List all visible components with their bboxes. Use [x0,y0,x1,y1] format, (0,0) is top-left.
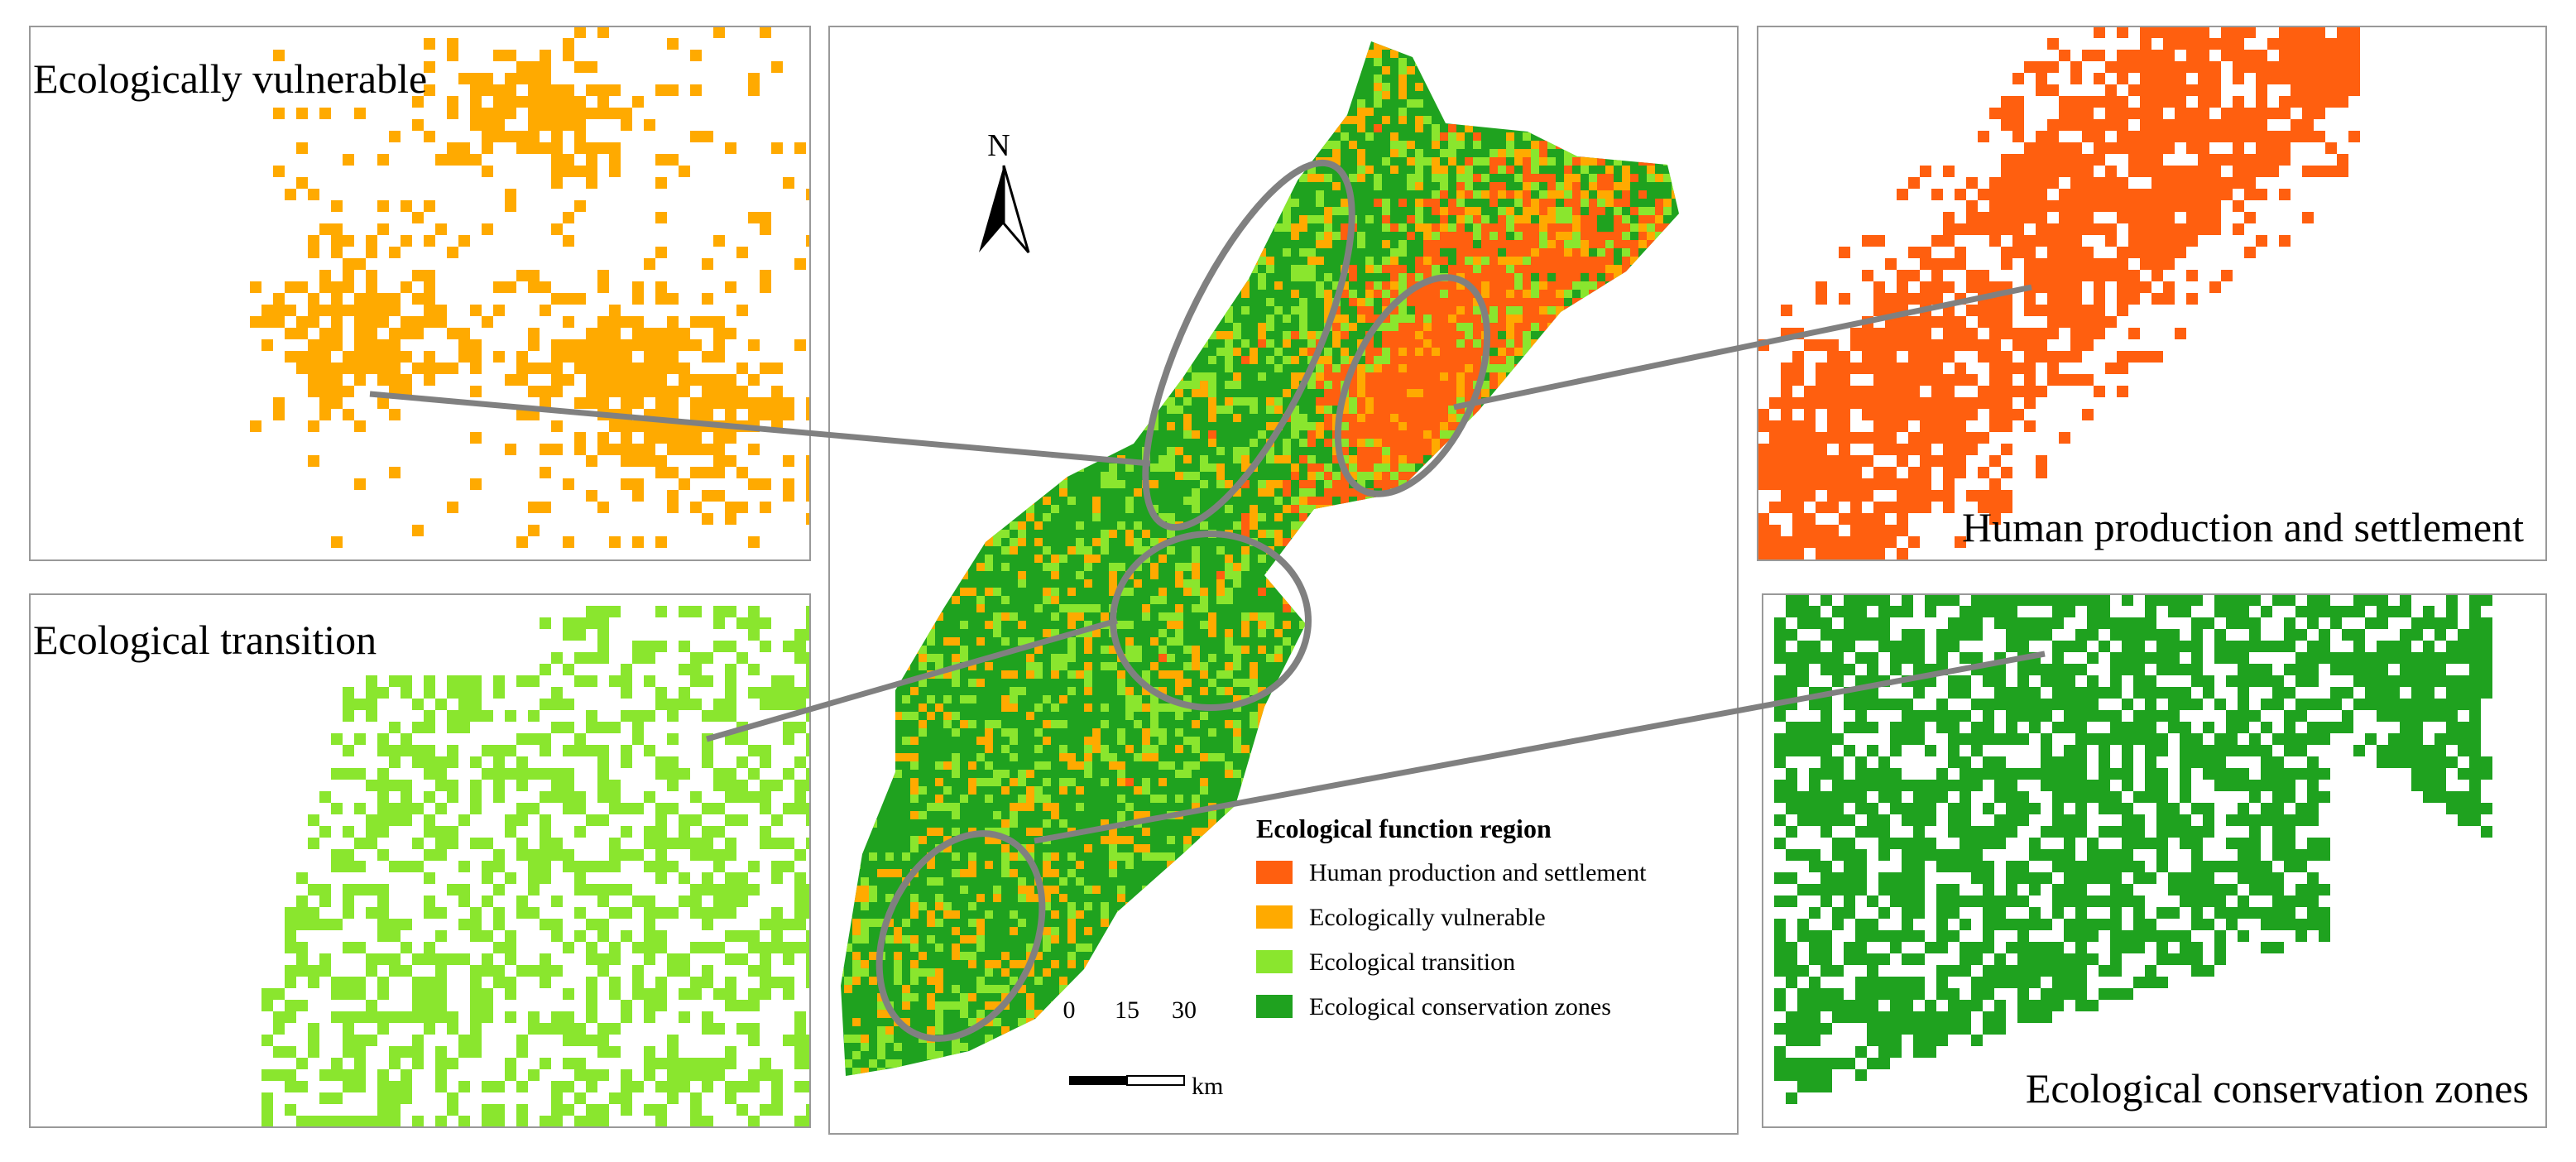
scale-unit: km [1192,1073,1223,1100]
highlight-ellipses [875,159,1491,1042]
panel-label: Ecological conservation zones [2026,1065,2529,1112]
north-arrow [979,165,1030,253]
legend-swatch [1256,905,1293,929]
leader-line [369,391,1151,467]
legend-label: Ecological conservation zones [1309,993,1611,1020]
legend-swatch [1256,950,1293,973]
leader-line [706,617,1118,742]
pixel-pattern [1758,26,2360,560]
leader-lines [369,284,2046,844]
panel-frame [1762,593,2547,1128]
ellipse [1334,274,1491,497]
panel-frame [29,26,811,561]
panel-frame [29,593,811,1128]
scale-tick: 0 [1063,996,1076,1024]
scale-tick: 30 [1172,996,1197,1024]
pixel-pattern [250,26,810,560]
ellipse [1142,159,1355,531]
ellipse [875,830,1046,1042]
scale-tick: 15 [1115,996,1139,1024]
legend-label: Ecologically vulnerable [1309,904,1546,931]
legend-label: Ecological transition [1309,948,1515,976]
legend-swatch [1256,995,1293,1018]
leader-line [1034,651,2046,844]
legend-title: Ecological function region [1256,814,1552,843]
pixels [261,606,810,1127]
pixel-pattern [1774,594,2492,1104]
pixels [1774,594,2492,1104]
legend-label: Human production and settlement [1309,859,1647,886]
map-pixels [841,41,1679,1076]
leader-line [1453,284,2032,411]
scale-bar [1126,1075,1185,1086]
panel-frame [1757,26,2547,561]
map-frame [828,26,1739,1135]
panel-label: Human production and settlement [1962,504,2524,550]
scale-bar [1069,1076,1127,1085]
pixels [250,26,810,560]
legend-swatch [1256,861,1293,884]
north-label: N [987,128,1010,163]
pixels [1758,26,2360,560]
panel-label: Ecological transition [33,617,377,663]
panel-label: Ecologically vulnerable [33,55,427,102]
legend: Human production and settlement Ecologica… [1256,859,1647,1020]
pixel-pattern [261,606,810,1127]
